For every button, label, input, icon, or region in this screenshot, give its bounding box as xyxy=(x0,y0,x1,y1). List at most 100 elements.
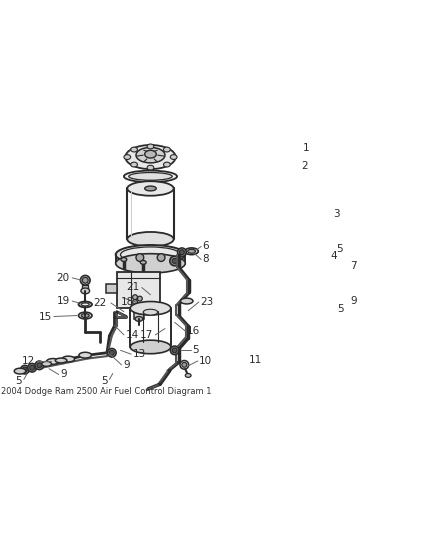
Ellipse shape xyxy=(121,257,127,261)
Ellipse shape xyxy=(124,171,177,182)
Bar xyxy=(106,284,117,293)
Text: 14: 14 xyxy=(125,330,138,340)
Text: 20: 20 xyxy=(57,273,70,283)
Ellipse shape xyxy=(147,165,154,170)
Text: 15: 15 xyxy=(39,311,52,321)
Ellipse shape xyxy=(37,363,42,368)
Circle shape xyxy=(133,295,138,300)
Text: 10: 10 xyxy=(199,356,212,366)
Ellipse shape xyxy=(170,346,179,354)
Text: 9: 9 xyxy=(60,369,67,379)
Ellipse shape xyxy=(21,365,29,374)
Circle shape xyxy=(133,300,138,304)
Ellipse shape xyxy=(107,349,116,357)
Ellipse shape xyxy=(127,232,174,246)
Text: 1: 1 xyxy=(303,143,309,154)
Ellipse shape xyxy=(180,250,184,255)
Text: 5: 5 xyxy=(15,376,22,386)
Ellipse shape xyxy=(131,147,138,152)
Ellipse shape xyxy=(55,358,67,363)
Ellipse shape xyxy=(163,147,170,152)
Ellipse shape xyxy=(136,148,165,163)
Ellipse shape xyxy=(42,361,51,366)
Ellipse shape xyxy=(170,256,180,266)
Ellipse shape xyxy=(185,248,198,255)
Text: 12: 12 xyxy=(22,356,35,366)
Ellipse shape xyxy=(180,298,193,304)
Text: 5: 5 xyxy=(336,244,343,254)
Bar xyxy=(117,272,160,308)
Ellipse shape xyxy=(82,277,88,283)
Ellipse shape xyxy=(185,374,191,377)
Ellipse shape xyxy=(46,359,59,365)
Bar xyxy=(134,308,144,319)
Text: 2: 2 xyxy=(302,161,308,171)
Ellipse shape xyxy=(135,317,143,321)
Ellipse shape xyxy=(81,288,90,294)
Ellipse shape xyxy=(177,248,186,256)
Circle shape xyxy=(157,254,165,261)
Ellipse shape xyxy=(116,245,185,264)
Ellipse shape xyxy=(143,309,158,315)
Text: 5: 5 xyxy=(193,345,199,356)
Text: 6: 6 xyxy=(203,241,209,252)
Text: 9: 9 xyxy=(350,296,357,306)
Ellipse shape xyxy=(81,303,89,306)
Ellipse shape xyxy=(131,162,138,167)
Text: 22: 22 xyxy=(94,298,107,308)
Ellipse shape xyxy=(130,302,171,315)
Ellipse shape xyxy=(62,356,74,362)
Ellipse shape xyxy=(120,247,180,262)
Text: 13: 13 xyxy=(133,349,146,359)
Text: 23: 23 xyxy=(200,297,213,307)
Ellipse shape xyxy=(182,362,187,367)
Text: 9: 9 xyxy=(123,360,130,370)
Ellipse shape xyxy=(22,367,27,372)
Ellipse shape xyxy=(229,339,236,343)
Ellipse shape xyxy=(28,364,36,372)
Text: 21: 21 xyxy=(127,281,140,292)
Ellipse shape xyxy=(35,361,44,370)
Text: 18: 18 xyxy=(121,297,134,307)
Ellipse shape xyxy=(145,150,156,158)
Ellipse shape xyxy=(140,261,146,264)
Ellipse shape xyxy=(170,155,177,159)
Ellipse shape xyxy=(172,259,177,263)
Ellipse shape xyxy=(145,186,156,191)
Text: 5: 5 xyxy=(337,304,343,314)
Text: 7: 7 xyxy=(350,261,357,271)
Text: 11: 11 xyxy=(248,355,262,365)
Ellipse shape xyxy=(147,144,154,149)
Ellipse shape xyxy=(30,365,35,370)
Ellipse shape xyxy=(79,352,92,358)
Ellipse shape xyxy=(130,340,171,354)
Circle shape xyxy=(138,296,142,301)
Text: 5: 5 xyxy=(101,376,107,386)
Text: 8: 8 xyxy=(203,254,209,264)
Ellipse shape xyxy=(129,173,172,180)
Text: 19: 19 xyxy=(57,296,70,306)
Ellipse shape xyxy=(81,276,90,285)
Ellipse shape xyxy=(229,381,236,385)
Ellipse shape xyxy=(78,302,92,308)
Ellipse shape xyxy=(116,254,185,273)
Ellipse shape xyxy=(127,181,174,196)
Text: 16: 16 xyxy=(187,326,200,336)
Ellipse shape xyxy=(78,312,92,319)
Ellipse shape xyxy=(14,368,26,374)
Text: 2004 Dodge Ram 2500 Air Fuel Control Diagram 1: 2004 Dodge Ram 2500 Air Fuel Control Dia… xyxy=(1,387,212,397)
Text: 3: 3 xyxy=(333,209,340,219)
Ellipse shape xyxy=(188,249,195,253)
Text: 4: 4 xyxy=(331,251,337,261)
Ellipse shape xyxy=(124,155,131,159)
Ellipse shape xyxy=(125,145,176,169)
Ellipse shape xyxy=(81,313,89,318)
Circle shape xyxy=(136,254,144,261)
Text: 17: 17 xyxy=(140,330,153,340)
Ellipse shape xyxy=(172,348,177,353)
Ellipse shape xyxy=(163,162,170,167)
Bar xyxy=(82,285,88,291)
Bar xyxy=(229,341,236,383)
Ellipse shape xyxy=(180,360,189,369)
Ellipse shape xyxy=(110,350,114,355)
